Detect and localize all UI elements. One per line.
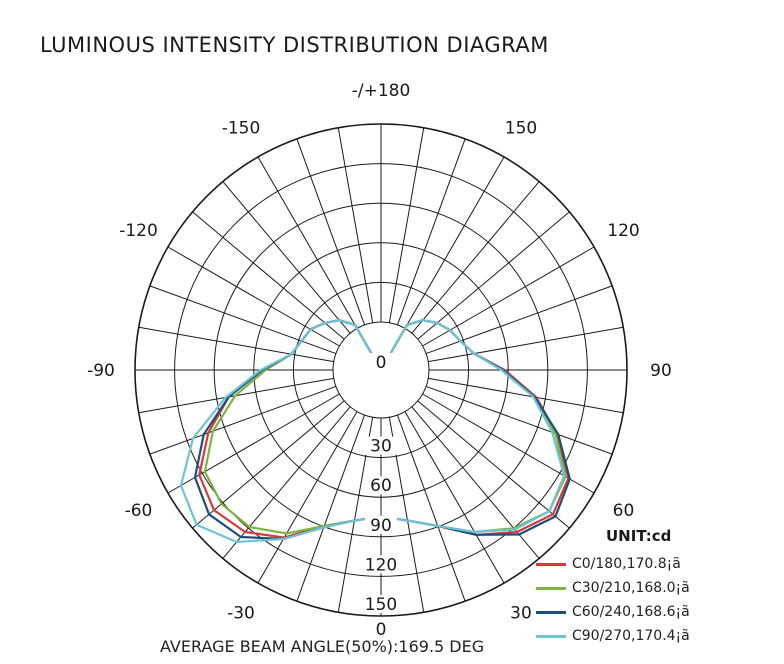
radial-tick-label: 30 — [370, 437, 392, 457]
angle-tick-label: -120 — [119, 221, 158, 241]
grid-spoke — [396, 138, 466, 326]
grid-spoke — [388, 127, 425, 323]
grid-spoke — [167, 393, 340, 494]
radial-label-bg — [365, 476, 397, 495]
angle-tick-label: -30 — [227, 603, 255, 623]
grid-spoke — [417, 211, 570, 340]
radial-tick-label: 0 — [376, 353, 387, 373]
unit-label: UNIT:cd — [606, 527, 672, 545]
radial-label-bg — [365, 595, 397, 613]
legend-item: C90/270,170.4¡ã — [536, 624, 690, 648]
angle-tick-label: -90 — [87, 361, 115, 381]
angle-tick-label: -150 — [222, 119, 261, 139]
radial-label-bg — [365, 436, 397, 455]
legend-swatch — [536, 562, 566, 566]
grid-spoke — [425, 385, 613, 455]
grid-spoke — [411, 181, 540, 334]
grid-ring — [174, 163, 588, 577]
polar-grid — [134, 123, 628, 617]
legend-label: C0/180,170.8¡ã — [572, 556, 681, 572]
grid-spoke — [192, 211, 345, 340]
bottom-angle-label: 0 — [376, 620, 387, 640]
grid-spoke — [404, 156, 505, 329]
grid-spoke — [296, 414, 366, 602]
grid-ring — [134, 123, 628, 617]
grid-spoke — [425, 285, 613, 355]
grid-spoke — [149, 385, 337, 455]
radial-label-bg — [365, 515, 397, 534]
legend-swatch — [536, 634, 566, 638]
grid-spoke — [222, 406, 351, 559]
radial-tick-label: 150 — [365, 595, 397, 615]
angle-tick-label: 90 — [650, 361, 672, 381]
grid-ring — [253, 242, 509, 498]
grid-spoke — [404, 411, 505, 584]
legend: C0/180,170.8¡ã C30/210,168.0¡ã C60/240,1… — [536, 552, 690, 648]
grid-spoke — [222, 181, 351, 334]
beam-angle-footer: AVERAGE BEAM ANGLE(50%):169.5 DEG — [160, 637, 485, 656]
grid-spoke — [257, 156, 358, 329]
grid-spoke — [192, 400, 345, 529]
angle-tick-label: 30 — [510, 603, 532, 623]
grid-spoke — [396, 414, 466, 602]
radial-tick-label: 60 — [370, 476, 392, 496]
grid-spoke — [337, 127, 374, 323]
grid-spoke — [411, 406, 540, 559]
legend-label: C30/210,168.0¡ã — [572, 580, 690, 596]
legend-item: C0/180,170.8¡ã — [536, 552, 690, 576]
grid-spoke — [428, 326, 624, 363]
angle-tick-label: -/+180 — [352, 81, 411, 101]
grid-spoke — [257, 411, 358, 584]
grid-ring — [213, 202, 549, 538]
legend-label: C60/240,168.6¡ã — [572, 604, 690, 620]
angle-tick-label: 150 — [505, 119, 537, 139]
grid-ring — [292, 281, 470, 459]
angle-tick-label: 60 — [613, 501, 635, 521]
legend-item: C30/210,168.0¡ã — [536, 576, 690, 600]
polar-labels: -/+180 -150 150 -120 120 -90 90 -60 60 -30 30 0 30 60… — [87, 81, 672, 640]
radial-label-bg — [365, 353, 397, 371]
angle-tick-label: 120 — [607, 221, 639, 241]
radial-label-bg — [365, 555, 397, 574]
radial-tick-label: 90 — [370, 516, 392, 536]
legend-item: C60/240,168.6¡ã — [536, 600, 690, 624]
grid-spoke — [138, 326, 334, 363]
grid-spoke — [296, 138, 366, 326]
grid-spoke — [428, 377, 624, 414]
legend-label: C90/270,170.4¡ã — [572, 628, 690, 644]
radial-tick-label: 120 — [365, 555, 397, 575]
grid-ring — [332, 321, 430, 419]
legend-swatch — [536, 610, 566, 614]
legend-swatch — [536, 586, 566, 590]
grid-spoke — [417, 400, 570, 529]
chart-title: LUMINOUS INTENSITY DISTRIBUTION DIAGRAM — [40, 33, 549, 57]
grid-spoke — [422, 246, 595, 347]
angle-tick-label: -60 — [125, 501, 153, 521]
grid-spoke — [149, 285, 337, 355]
